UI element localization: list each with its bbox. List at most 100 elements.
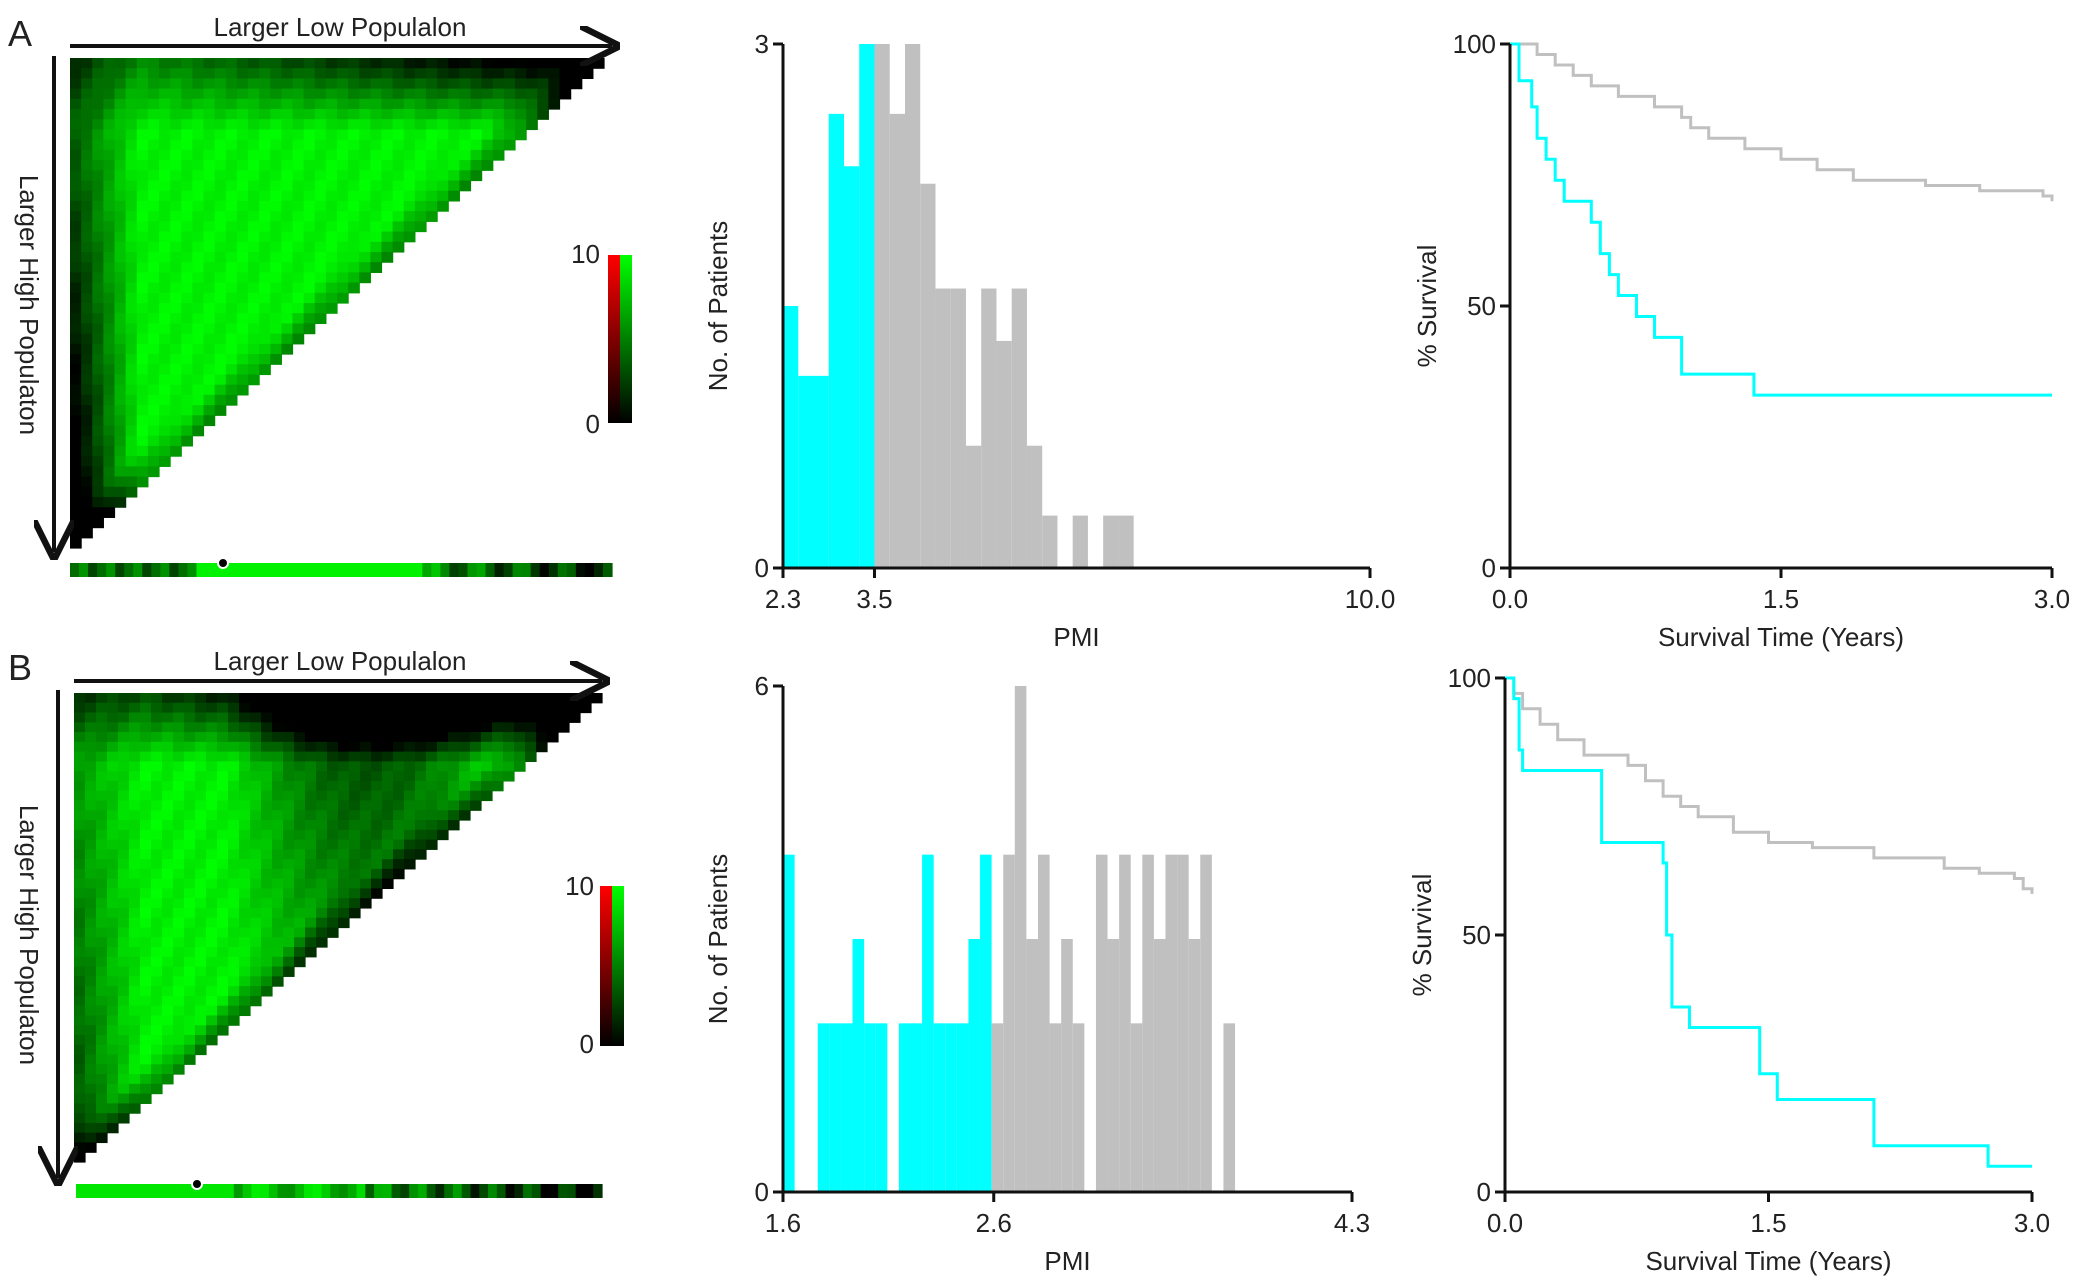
heatmap-cell	[81, 200, 93, 212]
heatmap-cell	[470, 98, 483, 110]
heatmap-cell	[70, 313, 82, 325]
heatmap-cell	[292, 129, 305, 141]
heatmap-cell	[272, 878, 284, 890]
heatmap-cell	[184, 829, 196, 841]
heatmap-cell	[316, 780, 328, 792]
heatmap-cell	[228, 829, 240, 841]
heatmap-cell	[305, 800, 317, 811]
heatmap-cell	[118, 868, 130, 880]
heatmap-cell	[85, 956, 97, 968]
heatmap-cell	[294, 771, 306, 782]
heatmap-cell	[85, 1132, 97, 1144]
heatmap-cell	[96, 956, 108, 968]
heatmap-cell	[195, 761, 207, 772]
heatmap-cell	[514, 761, 526, 772]
heatmap-cell	[206, 790, 218, 802]
heatmap-cell	[316, 751, 328, 762]
heatmap-cell	[459, 751, 471, 762]
heatmap-cell	[348, 190, 360, 202]
heatmap-cell	[140, 995, 152, 1007]
heatmap-cell	[81, 58, 93, 69]
strip-cell	[339, 1184, 349, 1198]
heatmap-cell	[325, 272, 338, 284]
heatmap-cell	[570, 78, 583, 90]
heatmap-cell	[314, 139, 327, 151]
heatmap-cell	[370, 68, 383, 80]
histogram-bar	[1223, 1023, 1236, 1192]
heatmap-cell	[125, 343, 138, 355]
heatmap-cell	[214, 354, 227, 365]
heatmap-cell	[147, 190, 160, 202]
heatmap-cell	[259, 88, 271, 100]
heatmap-cell	[338, 907, 350, 919]
heatmap-cell	[206, 859, 218, 870]
heatmap-cell	[151, 1074, 163, 1085]
strip-cell	[449, 563, 460, 577]
heatmap-cell	[338, 878, 350, 890]
heatmap-cell	[294, 937, 306, 948]
heatmap-cell	[382, 820, 394, 831]
heatmap-cell	[426, 170, 438, 182]
x-axis-label: Survival Time (Years)	[1658, 622, 1904, 652]
heatmap-cell	[70, 466, 82, 478]
heatmap-cell	[236, 231, 249, 243]
heatmap-cell	[283, 878, 295, 890]
heatmap-cell	[173, 761, 185, 772]
heatmap-cell	[327, 820, 339, 831]
heatmap-cell	[217, 917, 229, 929]
heatmap-cell	[140, 1054, 152, 1065]
heatmap-cell	[503, 58, 516, 69]
heatmap-cell	[261, 966, 273, 977]
heatmap-cell	[162, 771, 174, 782]
heatmap-cell	[214, 129, 227, 141]
heatmap-cell	[261, 927, 273, 938]
strip-cell	[404, 563, 414, 577]
heatmap-cell	[338, 820, 350, 831]
heatmap-cell	[292, 78, 305, 90]
heatmap-cell	[492, 761, 504, 772]
heatmap-cell	[349, 878, 361, 890]
heatmap-cell	[236, 374, 249, 386]
heatmap-cell	[81, 129, 93, 141]
strip-cell	[347, 1184, 358, 1198]
heatmap-cell	[85, 800, 97, 811]
heatmap-cell	[492, 712, 504, 723]
strip-cell	[395, 563, 405, 577]
heatmap-cell	[140, 712, 152, 723]
heatmap-cell	[314, 200, 327, 212]
heatmap-cell	[514, 702, 526, 714]
heatmap-cell	[283, 732, 295, 743]
heatmap-cell	[392, 180, 405, 192]
strip-cell	[216, 1184, 226, 1198]
heatmap-cell	[151, 829, 163, 841]
heatmap-cell	[437, 98, 449, 110]
heatmap-cell	[392, 119, 405, 131]
heatmap-cell	[181, 425, 193, 437]
heatmap-cell	[81, 241, 93, 253]
heatmap-cell	[270, 139, 282, 151]
heatmap-cell	[217, 771, 229, 782]
strip-cell	[76, 1184, 86, 1198]
heatmap-cell	[217, 966, 229, 977]
heatmap-cell	[236, 364, 249, 376]
heatmap-cell	[236, 58, 249, 69]
heatmap-cell	[272, 820, 284, 831]
heatmap-cell	[404, 741, 416, 753]
heatmap-cell	[248, 68, 260, 80]
heatmap-cell	[327, 780, 339, 792]
strip-cell	[496, 1184, 507, 1198]
heatmap-cell	[382, 741, 394, 753]
heatmap-cell	[118, 1064, 130, 1075]
heatmap-cell	[448, 761, 460, 772]
strip-cell	[322, 563, 333, 577]
heatmap-cell	[136, 476, 149, 488]
histogram-bar	[935, 288, 951, 568]
heatmap-cell	[250, 878, 262, 890]
heatmap-cell	[228, 839, 240, 850]
heatmap-cell	[85, 1113, 97, 1124]
heatmap-cell	[136, 374, 149, 386]
heatmap-cell	[239, 986, 251, 997]
heatmap-cell	[325, 292, 338, 304]
heatmap-cell	[426, 109, 438, 120]
heatmap-cell	[281, 98, 294, 110]
